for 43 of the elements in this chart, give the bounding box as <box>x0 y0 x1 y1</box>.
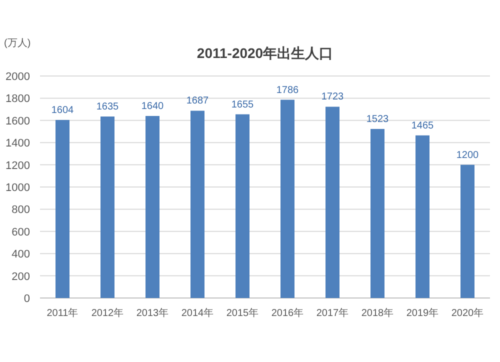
y-tick-label: 2000 <box>6 71 30 83</box>
x-tick-label: 2017年 <box>316 307 349 319</box>
chart-title: 2011-2020年出生人口 <box>196 45 334 61</box>
y-tick-label: 1800 <box>6 93 30 106</box>
data-label: 1604 <box>51 104 74 116</box>
data-label: 1786 <box>276 84 300 96</box>
bar <box>280 100 294 298</box>
x-tick-label: 2012年 <box>91 307 124 319</box>
x-tick-label: 2013年 <box>136 307 169 319</box>
data-label: 1687 <box>186 96 210 107</box>
y-tick-label: 1600 <box>6 115 30 128</box>
bar <box>100 116 114 298</box>
data-label: 1640 <box>141 100 164 112</box>
data-label: 1655 <box>231 99 254 110</box>
x-tick-label: 2011年 <box>46 307 78 319</box>
y-tick-label: 600 <box>12 226 30 238</box>
y-axis-title: (万人) <box>4 38 31 49</box>
data-label: 1200 <box>456 150 480 161</box>
bar <box>416 135 430 298</box>
bar <box>460 164 474 298</box>
y-tick-label: 1200 <box>6 160 30 172</box>
x-tick-label: 2020年 <box>451 307 484 319</box>
data-label: 1465 <box>411 120 434 132</box>
y-tick-label: 1400 <box>6 138 30 150</box>
x-tick-label: 2015年 <box>226 307 259 319</box>
bar <box>370 128 384 298</box>
bar <box>56 120 70 298</box>
x-tick-label: 2016年 <box>271 307 304 319</box>
x-tick-label: 2018年 <box>361 307 394 319</box>
bar <box>326 106 340 298</box>
y-tick-label: 400 <box>12 248 30 261</box>
y-tick-label: 800 <box>12 204 30 216</box>
y-tick-label: 0 <box>24 293 30 305</box>
y-tick-label: 1000 <box>6 182 30 194</box>
data-label: 1523 <box>366 114 390 125</box>
x-tick-label: 2014年 <box>181 307 214 319</box>
bar <box>146 116 160 298</box>
bar <box>190 110 204 298</box>
bar <box>236 114 250 298</box>
y-tick-label: 200 <box>12 270 30 283</box>
x-tick-label: 2019年 <box>406 307 439 319</box>
data-label: 1723 <box>321 92 344 103</box>
data-label: 1635 <box>96 102 120 113</box>
